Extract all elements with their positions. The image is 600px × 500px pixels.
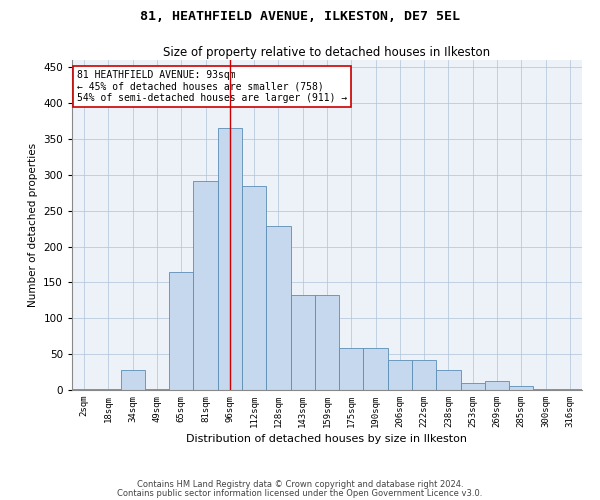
Text: Contains public sector information licensed under the Open Government Licence v3: Contains public sector information licen… [118, 488, 482, 498]
Bar [218, 128, 242, 390]
Bar [388, 360, 412, 390]
Text: 81 HEATHFIELD AVENUE: 93sqm
← 45% of detached houses are smaller (758)
54% of se: 81 HEATHFIELD AVENUE: 93sqm ← 45% of det… [77, 70, 347, 103]
Bar [96, 388, 121, 390]
Bar [509, 386, 533, 390]
X-axis label: Distribution of detached houses by size in Ilkeston: Distribution of detached houses by size … [187, 434, 467, 444]
Bar [266, 226, 290, 390]
Bar [315, 294, 339, 390]
Bar [290, 294, 315, 390]
Bar [242, 186, 266, 390]
Bar [193, 180, 218, 390]
Bar [461, 383, 485, 390]
Bar [121, 370, 145, 390]
Bar [145, 388, 169, 390]
Bar [169, 272, 193, 390]
Bar [72, 388, 96, 390]
Bar [436, 370, 461, 390]
Text: Contains HM Land Registry data © Crown copyright and database right 2024.: Contains HM Land Registry data © Crown c… [137, 480, 463, 489]
Text: 81, HEATHFIELD AVENUE, ILKESTON, DE7 5EL: 81, HEATHFIELD AVENUE, ILKESTON, DE7 5EL [140, 10, 460, 23]
Y-axis label: Number of detached properties: Number of detached properties [28, 143, 38, 307]
Bar [485, 380, 509, 390]
Bar [412, 360, 436, 390]
Title: Size of property relative to detached houses in Ilkeston: Size of property relative to detached ho… [163, 46, 491, 59]
Bar [558, 388, 582, 390]
Bar [533, 388, 558, 390]
Bar [339, 348, 364, 390]
Bar [364, 348, 388, 390]
